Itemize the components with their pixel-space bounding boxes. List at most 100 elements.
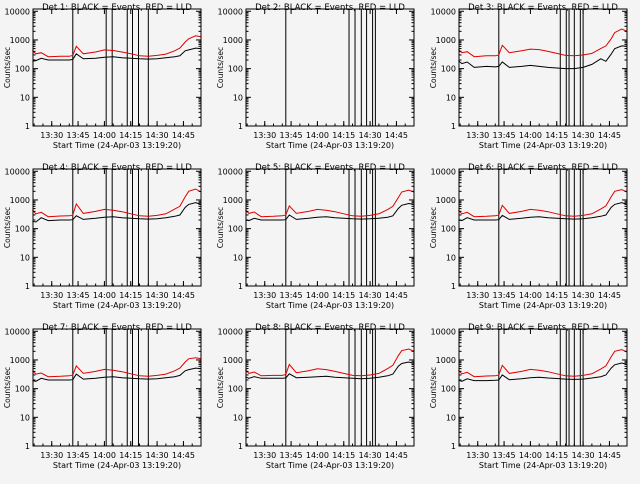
y-tick-label: 10 [20, 413, 30, 422]
x-tick-label: 14:15 [119, 291, 142, 300]
x-tick-label: 14:15 [545, 131, 568, 140]
x-tick-label: 14:15 [332, 131, 355, 140]
panel-det-3: 1 10 100 1000 10000 13:30 13:45 14:00 14:15 14:30… [429, 3, 628, 150]
panel-title: Det 5: BLACK = Events, RED = LLD [255, 163, 405, 173]
y-axis-label: Counts/sec [3, 207, 12, 248]
y-tick-label: 100 [441, 65, 456, 74]
y-axis-label: Counts/sec [429, 207, 438, 248]
x-axis-label: Start Time (24-Apr-03 13:19:20) [266, 301, 394, 310]
y-tick-label: 1000 [436, 356, 456, 365]
y-tick-label: 1 [451, 122, 456, 131]
x-tick-label: 14:30 [146, 451, 169, 460]
x-axis-label: Start Time (24-Apr-03 13:19:20) [479, 301, 607, 310]
series-line-lld [458, 28, 628, 58]
series-line-events [32, 47, 202, 62]
panel-det-6: 1 10 100 1000 10000 13:30 13:45 14:00 14:15 14:30… [429, 163, 628, 310]
x-tick-label: 14:45 [385, 291, 408, 300]
panel-title: Det 2: BLACK = Events, RED = LLD [255, 3, 405, 13]
series-line-events [458, 45, 628, 70]
series-line-lld [32, 188, 202, 218]
y-tick-label: 1 [25, 442, 30, 451]
x-axis-label: Start Time (24-Apr-03 13:19:20) [53, 461, 181, 470]
y-tick-label: 1000 [223, 356, 243, 365]
y-tick-label: 1000 [10, 356, 30, 365]
panel-title: Det 3: BLACK = Events, RED = LLD [468, 3, 618, 13]
x-tick-label: 14:15 [545, 291, 568, 300]
x-axis-label: Start Time (24-Apr-03 13:19:20) [53, 301, 181, 310]
x-tick-label: 13:30 [466, 291, 489, 300]
x-tick-label: 14:15 [119, 451, 142, 460]
x-tick-label: 13:45 [493, 291, 516, 300]
plot-frame [245, 8, 415, 127]
x-tick-label: 14:45 [598, 131, 621, 140]
series-line-events [245, 202, 415, 222]
panel-det-5: 1 10 100 1000 10000 13:30 13:45 14:00 14:15 14:30… [216, 163, 415, 310]
panel-title: Det 7: BLACK = Events, RED = LLD [42, 323, 192, 333]
y-axis-label: Counts/sec [429, 47, 438, 88]
y-tick-label: 10000 [218, 167, 243, 176]
plot-frame [245, 328, 415, 447]
y-tick-label: 10 [446, 413, 456, 422]
x-tick-label: 14:00 [519, 451, 542, 460]
series-line-lld [245, 348, 415, 377]
y-tick-label: 1 [238, 122, 243, 131]
y-tick-label: 100 [441, 385, 456, 394]
x-tick-label: 14:30 [359, 291, 382, 300]
series-line-events [32, 367, 202, 382]
x-tick-label: 13:45 [280, 291, 303, 300]
x-tick-label: 13:30 [40, 131, 63, 140]
series-line-events [458, 362, 628, 382]
x-tick-label: 13:45 [67, 291, 90, 300]
y-tick-label: 10000 [431, 327, 456, 336]
panel-title: Det 4: BLACK = Events, RED = LLD [42, 163, 192, 173]
y-tick-label: 100 [441, 225, 456, 234]
panel-title: Det 8: BLACK = Events, RED = LLD [255, 323, 405, 333]
y-tick-label: 10 [20, 253, 30, 262]
x-tick-label: 14:00 [306, 451, 329, 460]
x-tick-label: 14:30 [146, 131, 169, 140]
x-tick-label: 14:45 [385, 451, 408, 460]
y-tick-label: 1 [238, 442, 243, 451]
y-tick-label: 10000 [218, 327, 243, 336]
series-line-lld [32, 357, 202, 378]
x-axis-label: Start Time (24-Apr-03 13:19:20) [479, 461, 607, 470]
y-tick-label: 10 [233, 93, 243, 102]
y-tick-label: 10000 [5, 7, 30, 16]
series-line-events [458, 202, 628, 222]
panel-title: Det 6: BLACK = Events, RED = LLD [468, 163, 618, 173]
x-tick-label: 14:45 [598, 291, 621, 300]
x-tick-label: 14:00 [93, 131, 116, 140]
y-tick-label: 1 [25, 282, 30, 291]
y-tick-label: 100 [228, 225, 243, 234]
x-tick-label: 14:30 [359, 131, 382, 140]
y-tick-label: 1 [451, 282, 456, 291]
x-tick-label: 14:00 [519, 131, 542, 140]
plot-frame [32, 168, 202, 287]
y-tick-label: 1000 [223, 36, 243, 45]
series-line-lld [245, 189, 415, 218]
y-axis-label: Counts/sec [3, 367, 12, 408]
x-tick-label: 13:30 [253, 451, 276, 460]
x-tick-label: 13:45 [493, 451, 516, 460]
y-tick-label: 10 [233, 413, 243, 422]
y-tick-label: 100 [15, 225, 30, 234]
y-tick-label: 100 [228, 65, 243, 74]
plot-frame [32, 328, 202, 447]
x-tick-label: 14:30 [572, 291, 595, 300]
y-tick-label: 1 [451, 442, 456, 451]
x-tick-label: 14:45 [598, 451, 621, 460]
x-tick-label: 13:45 [280, 131, 303, 140]
y-tick-label: 1000 [436, 36, 456, 45]
y-tick-label: 1 [25, 122, 30, 131]
x-tick-label: 13:30 [40, 291, 63, 300]
y-tick-label: 10 [446, 93, 456, 102]
x-axis-label: Start Time (24-Apr-03 13:19:20) [53, 141, 181, 150]
x-tick-label: 13:30 [40, 451, 63, 460]
x-tick-label: 14:00 [93, 451, 116, 460]
y-axis-label: Counts/sec [216, 47, 225, 88]
plot-frame [458, 168, 628, 287]
panel-title: Det 1: BLACK = Events, RED = LLD [42, 3, 192, 13]
x-tick-label: 13:30 [466, 131, 489, 140]
series-line-lld [458, 349, 628, 378]
